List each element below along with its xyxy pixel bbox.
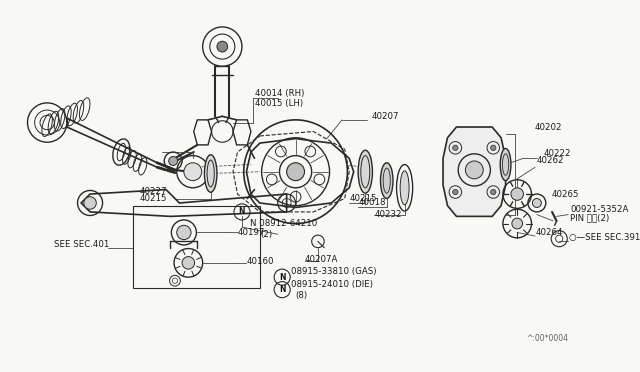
- Circle shape: [465, 161, 483, 179]
- Text: N: N: [239, 208, 245, 217]
- Circle shape: [491, 189, 496, 195]
- Text: 40202: 40202: [534, 122, 562, 132]
- Text: 40160: 40160: [246, 257, 274, 266]
- Text: N: N: [279, 285, 285, 294]
- Text: 40265: 40265: [552, 190, 580, 199]
- Text: 40232: 40232: [374, 210, 402, 219]
- Text: 40262: 40262: [537, 157, 564, 166]
- Text: 40207A: 40207A: [305, 255, 338, 264]
- Circle shape: [287, 163, 305, 181]
- Circle shape: [182, 257, 195, 269]
- Circle shape: [491, 145, 496, 151]
- Ellipse shape: [400, 171, 409, 205]
- Text: (2): (2): [260, 230, 273, 239]
- Text: 40215: 40215: [140, 194, 166, 203]
- Ellipse shape: [358, 150, 372, 193]
- Text: PIN ビン(2): PIN ビン(2): [570, 214, 609, 223]
- Text: 08915-33810 (GAS): 08915-33810 (GAS): [291, 267, 376, 276]
- Ellipse shape: [500, 148, 511, 181]
- Circle shape: [452, 145, 458, 151]
- Text: 40197: 40197: [237, 228, 265, 237]
- Text: ^:00*0004: ^:00*0004: [526, 334, 568, 343]
- Text: 40207: 40207: [372, 112, 399, 121]
- Text: 40018: 40018: [358, 199, 386, 208]
- Text: 00921-5352A: 00921-5352A: [570, 205, 628, 214]
- Text: 40222: 40222: [544, 149, 572, 158]
- Text: ○—SEE SEC.391: ○—SEE SEC.391: [569, 233, 640, 242]
- Ellipse shape: [204, 155, 217, 192]
- Text: 40264: 40264: [535, 228, 563, 237]
- Text: N: N: [279, 273, 285, 282]
- Circle shape: [452, 189, 458, 195]
- Circle shape: [511, 188, 524, 200]
- Text: N 08912-64210: N 08912-64210: [250, 219, 317, 228]
- Ellipse shape: [532, 199, 541, 208]
- Polygon shape: [443, 127, 506, 217]
- Text: 40014 (RH): 40014 (RH): [255, 89, 305, 97]
- Circle shape: [512, 218, 523, 229]
- Text: 40015 (LH): 40015 (LH): [255, 99, 303, 108]
- Text: 40215: 40215: [349, 194, 377, 203]
- Circle shape: [177, 225, 191, 240]
- Text: 08915-24010 (DIE): 08915-24010 (DIE): [291, 280, 373, 289]
- Circle shape: [84, 197, 96, 209]
- Ellipse shape: [381, 163, 393, 199]
- Circle shape: [169, 157, 178, 166]
- Circle shape: [184, 163, 202, 181]
- Text: SEE SEC.401: SEE SEC.401: [54, 240, 109, 250]
- Text: 40227: 40227: [140, 187, 166, 196]
- Text: (8): (8): [296, 291, 308, 299]
- Circle shape: [217, 41, 228, 52]
